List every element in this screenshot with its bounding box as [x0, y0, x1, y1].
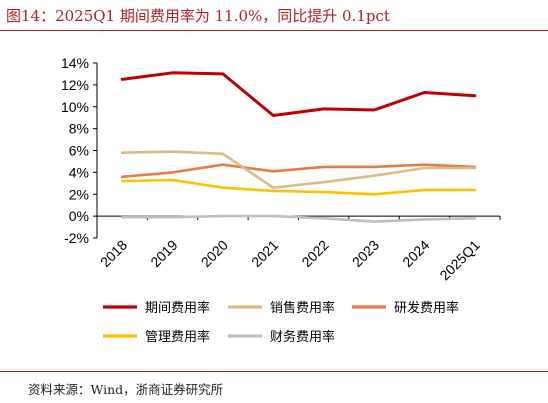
y-tick-label: 8% — [69, 121, 89, 137]
title-divider — [0, 30, 548, 31]
series-line-3 — [120, 163, 477, 179]
y-tick-label: -2% — [64, 230, 89, 246]
series-line-4 — [120, 178, 477, 196]
legend-label: 研发费用率 — [394, 300, 459, 316]
x-tick-label: 2020 — [198, 237, 231, 270]
x-tick-label: 2019 — [147, 237, 180, 270]
y-tick-label: 10% — [61, 99, 89, 115]
x-tick-label: 2025Q1 — [436, 237, 483, 284]
x-tick-label: 2018 — [97, 237, 130, 270]
legend-label: 期间费用率 — [145, 300, 210, 316]
y-tick-label: 12% — [61, 77, 89, 93]
y-tick-label: 14% — [61, 55, 89, 71]
x-tick-label: 2024 — [399, 237, 432, 270]
series-line-1 — [120, 71, 477, 117]
source-divider — [0, 371, 548, 372]
y-tick-label: 2% — [69, 186, 89, 202]
legend-label: 管理费用率 — [145, 329, 210, 345]
chart-axes: -2% 0% 2% 4% 6% 8% 10% 12% 14% 2018 2019 2020 2021 20… — [61, 55, 501, 284]
chart-series — [120, 71, 477, 223]
series-line-5 — [120, 214, 477, 223]
y-tick-label: 0% — [69, 208, 89, 224]
y-tick-label: 6% — [69, 143, 89, 159]
x-tick-label: 2021 — [248, 237, 281, 270]
legend-label: 销售费用率 — [270, 300, 335, 316]
legend-label: 财务费用率 — [270, 329, 335, 345]
y-tick-label: 4% — [69, 164, 89, 180]
source-note: 资料来源：Wind，浙商证券研究所 — [28, 382, 224, 397]
x-tick-label: 2023 — [349, 237, 382, 270]
chart-title: 图14：2025Q1 期间费用率为 11.0%，同比提升 0.1pct — [6, 7, 390, 25]
x-tick-label: 2022 — [298, 237, 331, 270]
series-line-2 — [120, 150, 477, 189]
